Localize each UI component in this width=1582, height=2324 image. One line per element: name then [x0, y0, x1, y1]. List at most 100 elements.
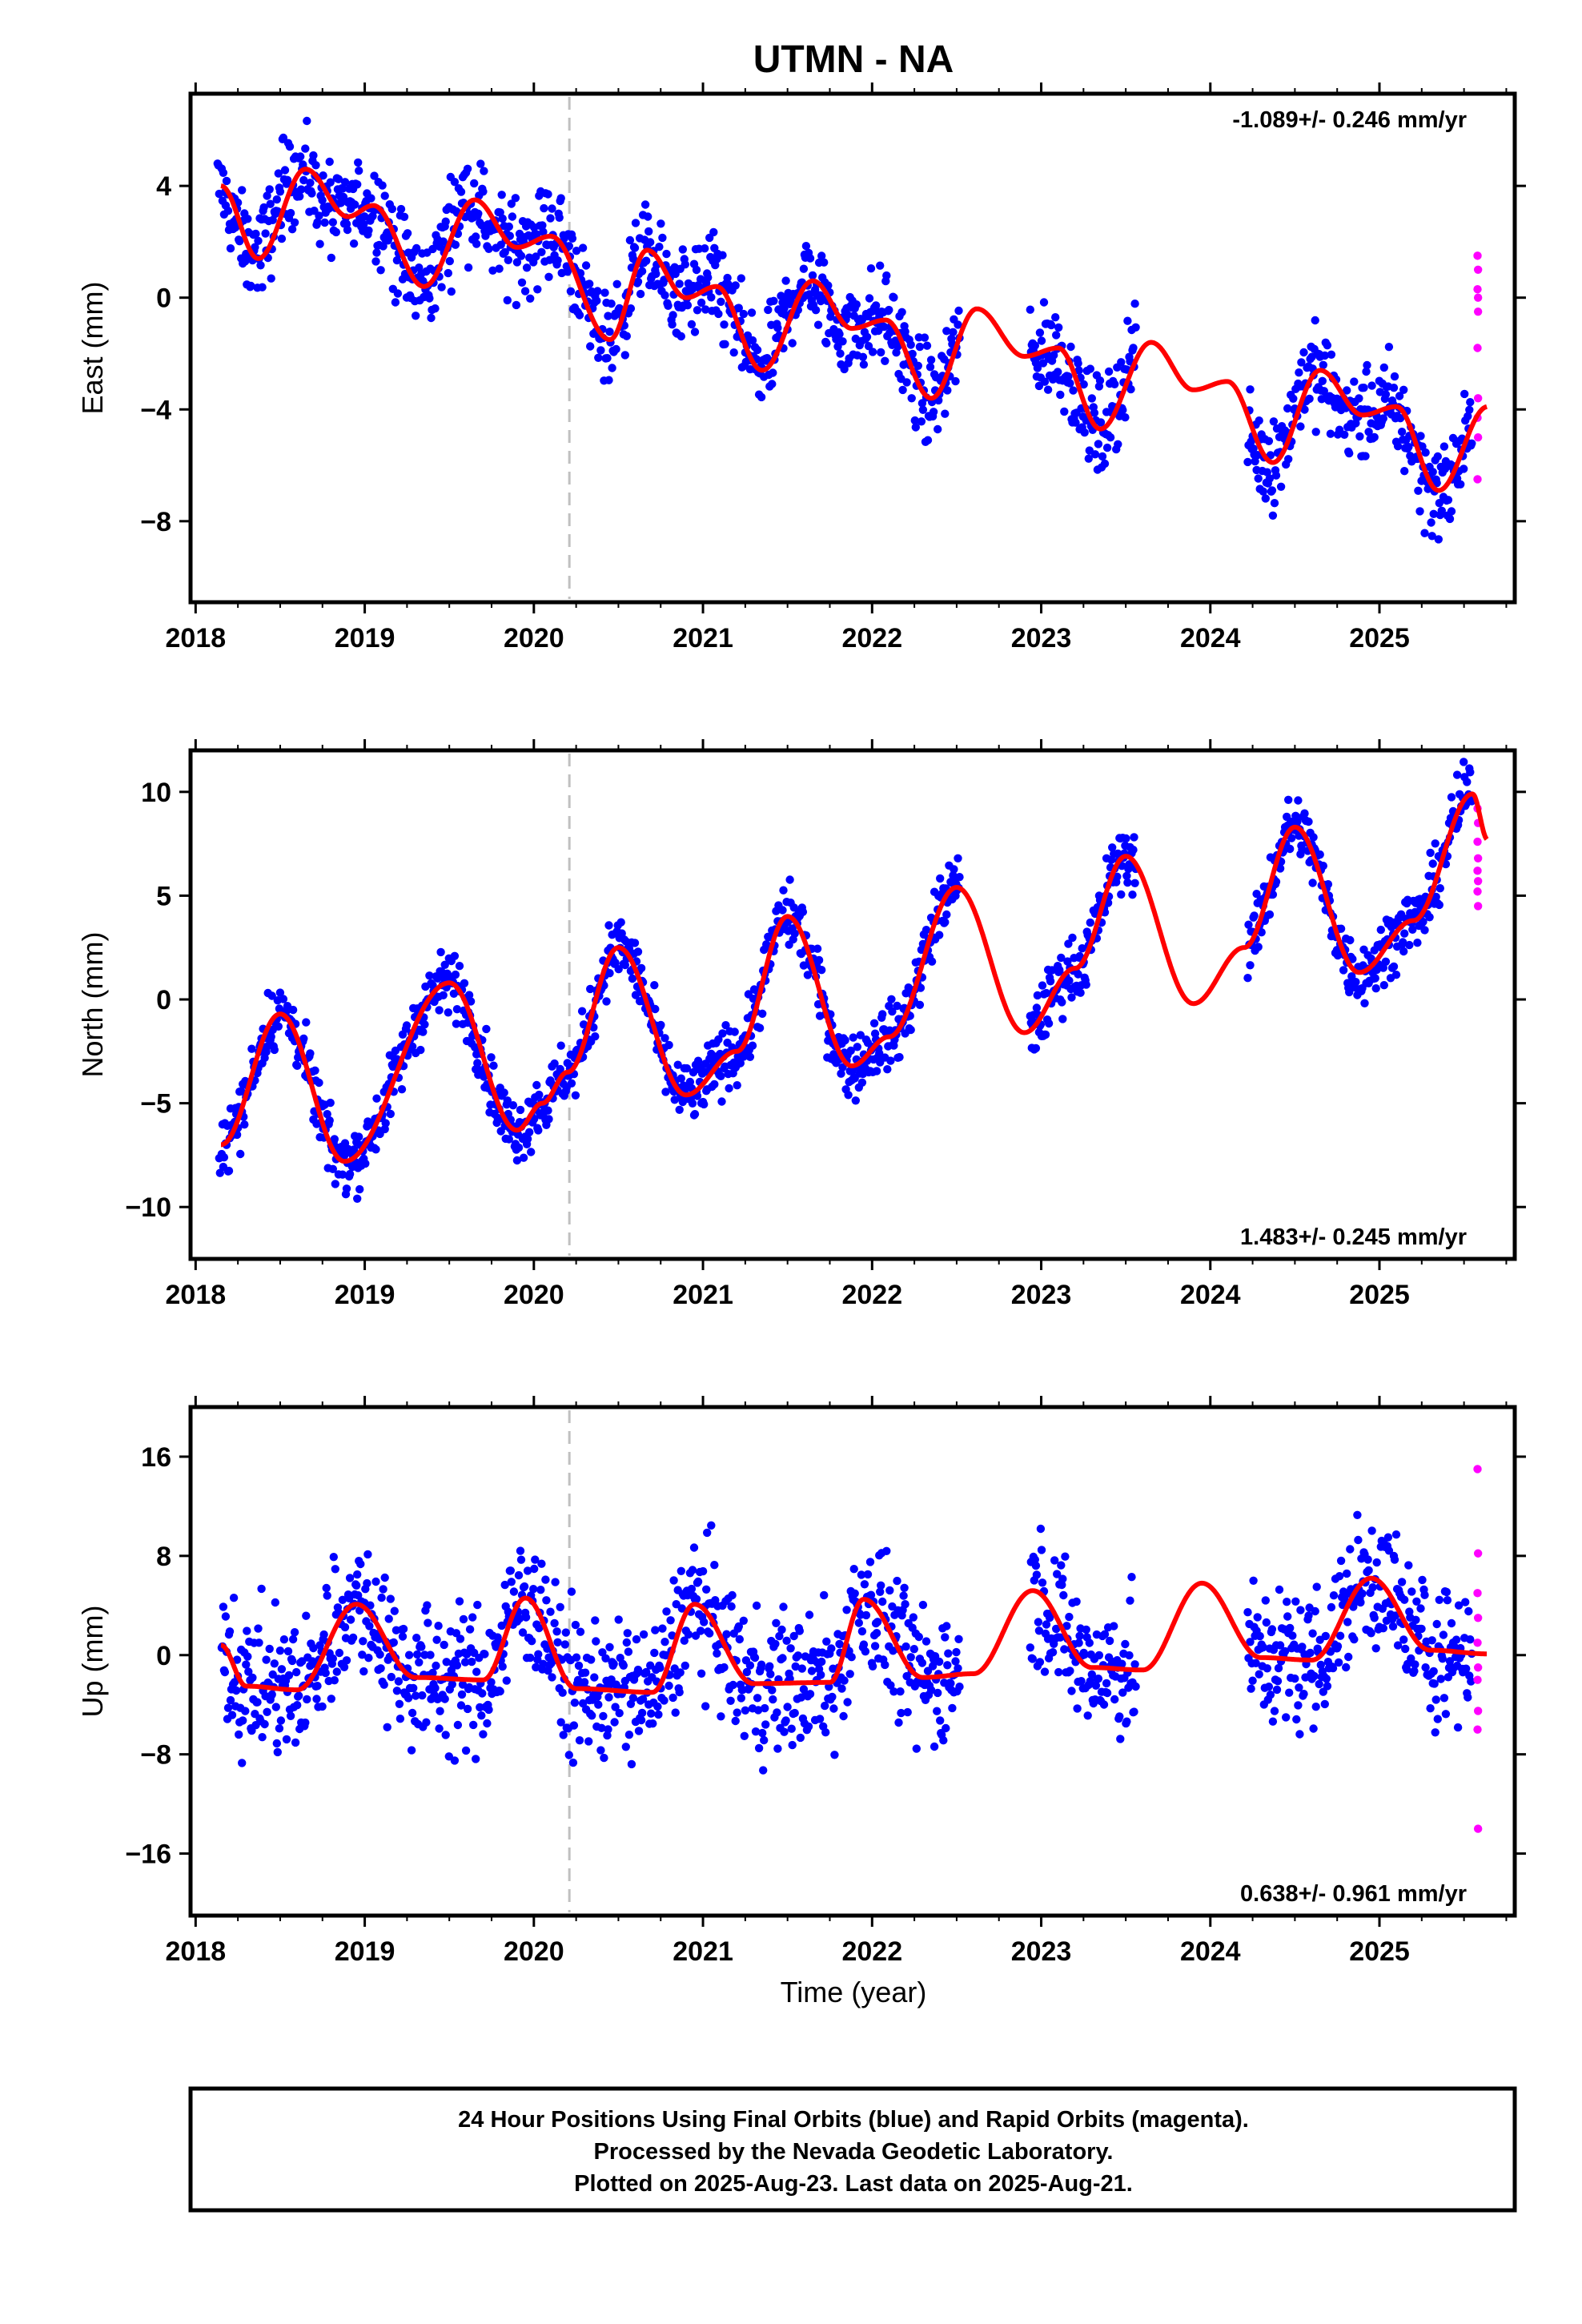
data-point-1-438 — [571, 1091, 580, 1100]
data-point-1-609 — [710, 1080, 719, 1089]
data-point-1-361 — [508, 1101, 518, 1110]
data-point-2-375 — [521, 1613, 531, 1622]
data-point-1-494 — [616, 918, 625, 927]
data-point-0-1074 — [1267, 486, 1277, 495]
data-point-2-638 — [735, 1634, 744, 1644]
y-tick-label-2-1: 8 — [156, 1542, 171, 1572]
data-point-2-1147 — [1329, 1591, 1339, 1600]
data-point-2-33 — [244, 1667, 253, 1676]
data-point-0-137 — [326, 178, 335, 187]
data-point-0-135 — [324, 204, 333, 213]
data-point-2-984 — [1086, 1677, 1095, 1686]
data-point-2-776 — [847, 1653, 856, 1662]
data-point-2-149 — [338, 1595, 347, 1605]
data-point-2-868 — [921, 1637, 931, 1646]
data-point-2-844 — [902, 1671, 911, 1681]
data-point-2-140 — [331, 1565, 339, 1574]
data-point-0-831 — [889, 293, 898, 302]
data-point-2-490 — [615, 1709, 624, 1718]
data-point-2-357 — [507, 1578, 516, 1586]
data-point-2-945 — [1054, 1667, 1063, 1677]
data-point-2-332 — [487, 1678, 496, 1687]
data-point-1-67 — [270, 1045, 279, 1055]
data-point-2-38 — [248, 1673, 257, 1683]
data-point-1-921 — [1033, 991, 1042, 1000]
data-point-1-356 — [504, 1135, 513, 1144]
data-point-0-1021 — [1114, 440, 1122, 448]
data-point-0-1079 — [1271, 471, 1281, 480]
data-point-0-1278 — [1433, 452, 1443, 461]
data-point-0-348 — [497, 191, 506, 199]
data-point-0-728 — [805, 254, 815, 263]
data-point-2-501 — [624, 1647, 633, 1656]
data-point-0-1085 — [1276, 482, 1286, 491]
data-point-0-682 — [769, 368, 777, 377]
data-point-2-113 — [309, 1643, 318, 1653]
data-point-2-587 — [693, 1577, 703, 1586]
data-point-2-1029 — [1122, 1717, 1131, 1726]
data-point-2-571 — [681, 1661, 689, 1671]
data-point-1-1158 — [1336, 924, 1346, 933]
data-point-0-861 — [913, 361, 923, 370]
data-point-2-1099 — [1291, 1674, 1299, 1683]
data-point-1-487 — [611, 959, 620, 967]
data-point-0-445 — [576, 269, 585, 278]
data-point-1-420 — [556, 1041, 565, 1050]
data-point-0-284 — [445, 256, 454, 266]
data-point-1-136 — [326, 1098, 335, 1108]
data-point-2-234 — [407, 1746, 416, 1755]
data-point-2-706 — [790, 1708, 799, 1718]
data-point-2-400 — [542, 1596, 551, 1605]
data-point-2-423 — [560, 1640, 569, 1649]
data-point-2-908 — [954, 1634, 963, 1643]
data-point-0-124 — [315, 239, 324, 248]
data-point-1-641 — [736, 1059, 745, 1068]
data-point-0-738 — [813, 320, 823, 329]
data-point-0-819 — [880, 322, 889, 332]
data-point-0-1056 — [1253, 451, 1262, 460]
data-point-2-349 — [500, 1580, 509, 1590]
data-point-2-180 — [363, 1550, 372, 1559]
data-point-0-929 — [1038, 359, 1048, 368]
data-point-0-907 — [951, 376, 960, 386]
data-point-0-399 — [539, 227, 548, 236]
data-point-2-1044 — [1246, 1638, 1255, 1647]
data-point-2-196 — [376, 1664, 385, 1673]
data-point-1-895 — [942, 910, 951, 919]
data-point-0-594 — [697, 298, 706, 308]
data-point-2-771 — [843, 1698, 852, 1707]
data-point-0-53 — [258, 283, 267, 292]
data-point-1-981 — [1082, 980, 1090, 989]
data-point-1-770 — [841, 1035, 849, 1045]
data-point-1-1019 — [1113, 872, 1122, 882]
data-point-0-506 — [625, 235, 635, 245]
data-point-2-73 — [276, 1716, 286, 1725]
data-point-0-166 — [349, 239, 359, 248]
data-point-2-651 — [745, 1661, 755, 1670]
data-point-1-151 — [338, 1170, 347, 1179]
data-point-0-66 — [268, 215, 277, 224]
data-point-2-543 — [658, 1624, 667, 1633]
data-point-0-896 — [942, 327, 951, 336]
data-point-0-950 — [1056, 390, 1065, 400]
data-point-2-103 — [301, 1718, 310, 1727]
data-point-2-1273 — [1431, 1695, 1440, 1704]
data-point-1-72 — [274, 1022, 283, 1031]
data-point-0-962 — [1066, 379, 1074, 388]
data-point-2-386 — [531, 1555, 540, 1564]
plot-frame — [188, 91, 1517, 605]
data-point-2-917 — [1031, 1561, 1041, 1570]
data-point-2-705 — [789, 1631, 798, 1641]
data-point-2-603 — [707, 1521, 716, 1530]
data-point-2-593 — [698, 1566, 708, 1576]
data-point-1-1274 — [1431, 839, 1439, 848]
data-point-2-135 — [327, 1695, 335, 1703]
data-point-0-400 — [540, 203, 548, 213]
data-point-2-1180 — [1356, 1598, 1365, 1607]
data-point-2-471 — [600, 1753, 608, 1763]
data-point-1-693 — [778, 906, 787, 915]
data-point-2-218 — [394, 1677, 404, 1686]
model-fit-line — [219, 167, 1489, 493]
data-point-2-635 — [733, 1708, 741, 1717]
data-point-0-942 — [1050, 351, 1058, 360]
